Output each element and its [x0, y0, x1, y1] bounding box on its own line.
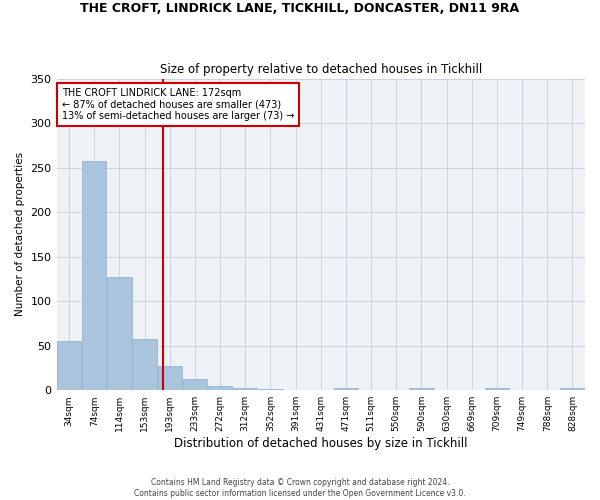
Text: THE CROFT LINDRICK LANE: 172sqm
← 87% of detached houses are smaller (473)
13% o: THE CROFT LINDRICK LANE: 172sqm ← 87% of…: [62, 88, 294, 121]
Bar: [409, 388, 434, 390]
Y-axis label: Number of detached properties: Number of detached properties: [15, 152, 25, 316]
Bar: [208, 386, 232, 390]
Bar: [82, 162, 106, 390]
Bar: [334, 388, 358, 390]
Bar: [485, 388, 509, 390]
Text: THE CROFT, LINDRICK LANE, TICKHILL, DONCASTER, DN11 9RA: THE CROFT, LINDRICK LANE, TICKHILL, DONC…: [80, 2, 520, 16]
Title: Size of property relative to detached houses in Tickhill: Size of property relative to detached ho…: [160, 63, 482, 76]
Bar: [560, 388, 584, 390]
Text: Contains HM Land Registry data © Crown copyright and database right 2024.
Contai: Contains HM Land Registry data © Crown c…: [134, 478, 466, 498]
Bar: [57, 341, 82, 390]
Bar: [133, 338, 157, 390]
X-axis label: Distribution of detached houses by size in Tickhill: Distribution of detached houses by size …: [174, 437, 467, 450]
Bar: [183, 378, 207, 390]
Bar: [233, 388, 257, 390]
Bar: [158, 366, 182, 390]
Bar: [107, 277, 131, 390]
